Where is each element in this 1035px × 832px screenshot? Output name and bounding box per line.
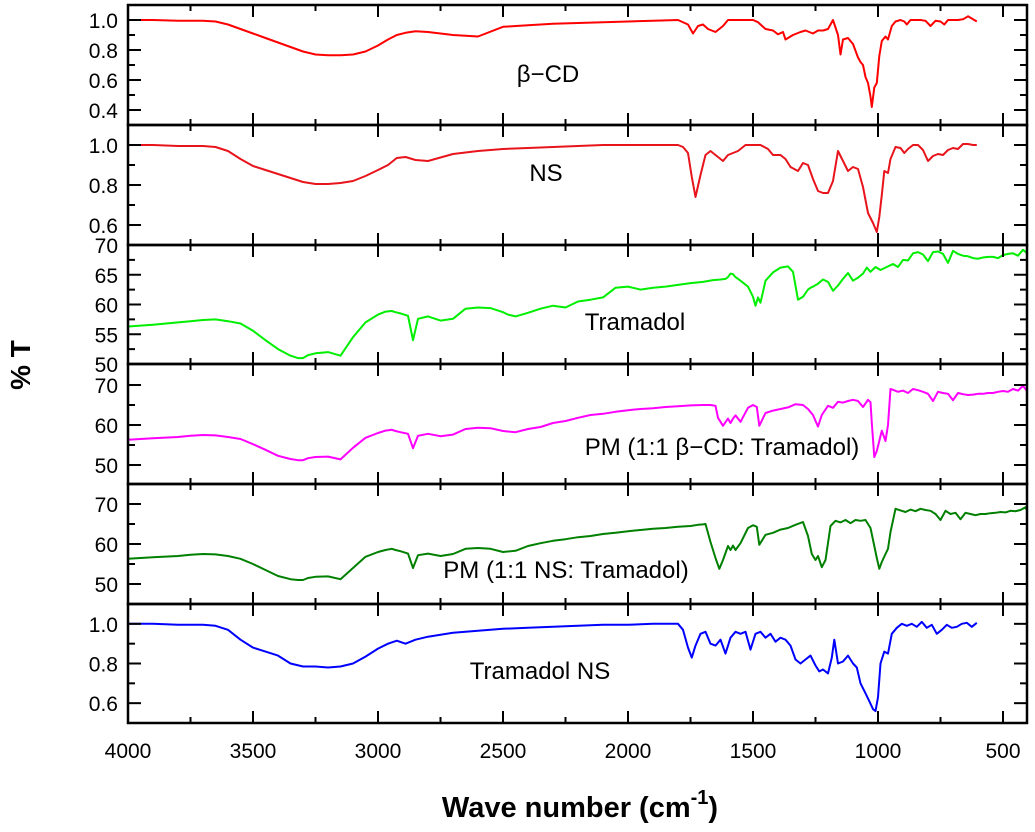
y-tick-label: 1.0 [89, 135, 118, 158]
x-axis-title-superscript: -1 [691, 787, 709, 809]
y-tick-label: 50 [95, 354, 118, 377]
series-line [128, 15, 978, 108]
y-axis-title: % T [5, 340, 36, 390]
series-line [128, 248, 1027, 360]
series-line [128, 384, 1027, 462]
panel-6: 1.0 0.8 0.6 Tramadol NS [89, 602, 1029, 725]
panel-label: Tramadol [585, 309, 685, 336]
panel-label: PM (1:1 NS: Tramadol) [443, 557, 688, 584]
panel-frame [126, 362, 1029, 486]
x-tick-label: 3500 [230, 740, 277, 763]
x-tick-label: 1500 [730, 740, 777, 763]
y-tick-label: 60 [95, 295, 118, 318]
panel-label: NS [529, 160, 562, 187]
x-axis-title-main: Wave number (cm [442, 792, 691, 824]
y-tick-label: 70 [95, 494, 118, 517]
x-axis-title: Wave number (cm-1) [442, 787, 718, 824]
x-tick-label: 1000 [855, 740, 902, 763]
series-line [128, 143, 977, 233]
y-tick-label: 0.6 [89, 215, 118, 238]
panel-3: 70 65 60 55 50 Tramadol [95, 235, 1029, 377]
y-tick-label: 70 [95, 375, 118, 398]
x-axis-title-suffix: ) [708, 792, 718, 824]
y-tick-label: 65 [95, 265, 118, 288]
series-line [128, 620, 978, 713]
y-tick-label: 1.0 [89, 10, 118, 33]
x-axis: 4000 3500 3000 2500 2000 1500 1000 500 [105, 740, 1021, 763]
panel-4: 70 60 50 PM (1:1 β−CD: Tramadol) [95, 362, 1029, 486]
panel-frame [126, 243, 1029, 366]
y-tick-label: 70 [95, 235, 118, 258]
y-tick-label: 0.8 [89, 175, 118, 198]
panel-frame [126, 482, 1029, 606]
panels-group: 1.0 0.8 0.6 0.4 β−CD 1.0 0.8 0.6 NS 70 65 60 55 50 Tra… [89, 3, 1029, 725]
x-tick-label: 3000 [355, 740, 402, 763]
x-tick-label: 4000 [105, 740, 152, 763]
y-tick-label: 0.8 [89, 654, 118, 677]
y-tick-label: 60 [95, 534, 118, 557]
panel-label: PM (1:1 β−CD: Tramadol) [585, 434, 860, 461]
y-tick-label: 60 [95, 415, 118, 438]
panel-label: β−CD [517, 61, 579, 88]
panel-2: 1.0 0.8 0.6 NS [89, 123, 1029, 247]
x-tick-label: 2000 [605, 740, 652, 763]
y-tick-label: 0.8 [89, 40, 118, 63]
y-tick-label: 55 [95, 324, 118, 347]
y-tick-label: 0.4 [89, 100, 119, 123]
series-line [128, 506, 1027, 581]
panel-1: 1.0 0.8 0.6 0.4 β−CD [89, 3, 1029, 127]
panel-label: Tramadol NS [470, 658, 610, 685]
y-tick-label: 0.6 [89, 70, 118, 93]
x-tick-label: 500 [985, 740, 1020, 763]
y-tick-label: 0.6 [89, 693, 118, 716]
panel-5: 70 60 50 PM (1:1 NS: Tramadol) [95, 482, 1029, 606]
panel-frame [126, 602, 1029, 725]
panel-frame [126, 123, 1029, 247]
x-tick-label: 2500 [480, 740, 527, 763]
y-tick-label: 50 [95, 574, 118, 597]
y-tick-label: 50 [95, 455, 118, 478]
y-tick-label: 1.0 [89, 614, 118, 637]
